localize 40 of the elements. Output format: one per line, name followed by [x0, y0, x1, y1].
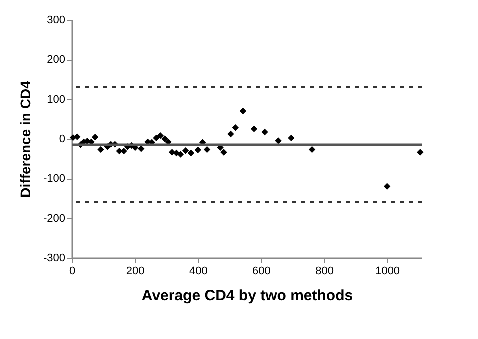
point	[417, 149, 424, 156]
y-axis-title: Difference in CD4	[17, 80, 34, 198]
point	[204, 146, 211, 154]
y-tick-label: -200	[43, 212, 66, 225]
point	[262, 128, 268, 136]
point	[74, 134, 81, 140]
x-tick-label: 200	[126, 266, 145, 278]
x-tick-label: 800	[316, 266, 334, 278]
point	[194, 146, 202, 154]
point	[384, 183, 391, 190]
point	[250, 126, 258, 132]
point	[240, 108, 247, 115]
point	[182, 148, 190, 154]
y-tick-label: -100	[43, 173, 66, 186]
point	[177, 151, 184, 158]
x-tick-label: 600	[252, 266, 271, 278]
point	[308, 146, 316, 154]
y-tick-label: 300	[47, 14, 66, 26]
x-tick-label: 1000	[376, 266, 400, 278]
point	[188, 150, 195, 157]
point	[168, 149, 176, 156]
point	[228, 130, 234, 138]
y-tick-label: 200	[47, 54, 66, 66]
x-tick-label: 0	[69, 266, 76, 278]
point	[220, 149, 228, 156]
y-tick-label: -300	[43, 252, 66, 264]
point	[288, 134, 295, 142]
point	[138, 146, 145, 152]
point	[120, 148, 128, 155]
x-axis-title: Average CD4 by two methods	[142, 288, 354, 304]
point	[98, 146, 104, 154]
point	[92, 134, 99, 141]
y-tick-label: 0	[59, 134, 66, 146]
point	[232, 124, 240, 132]
point	[275, 138, 282, 144]
x-tick-label: 400	[189, 266, 208, 278]
point	[162, 136, 168, 142]
y-tick-label: 100	[47, 94, 66, 106]
point	[157, 132, 164, 140]
point	[153, 134, 160, 142]
